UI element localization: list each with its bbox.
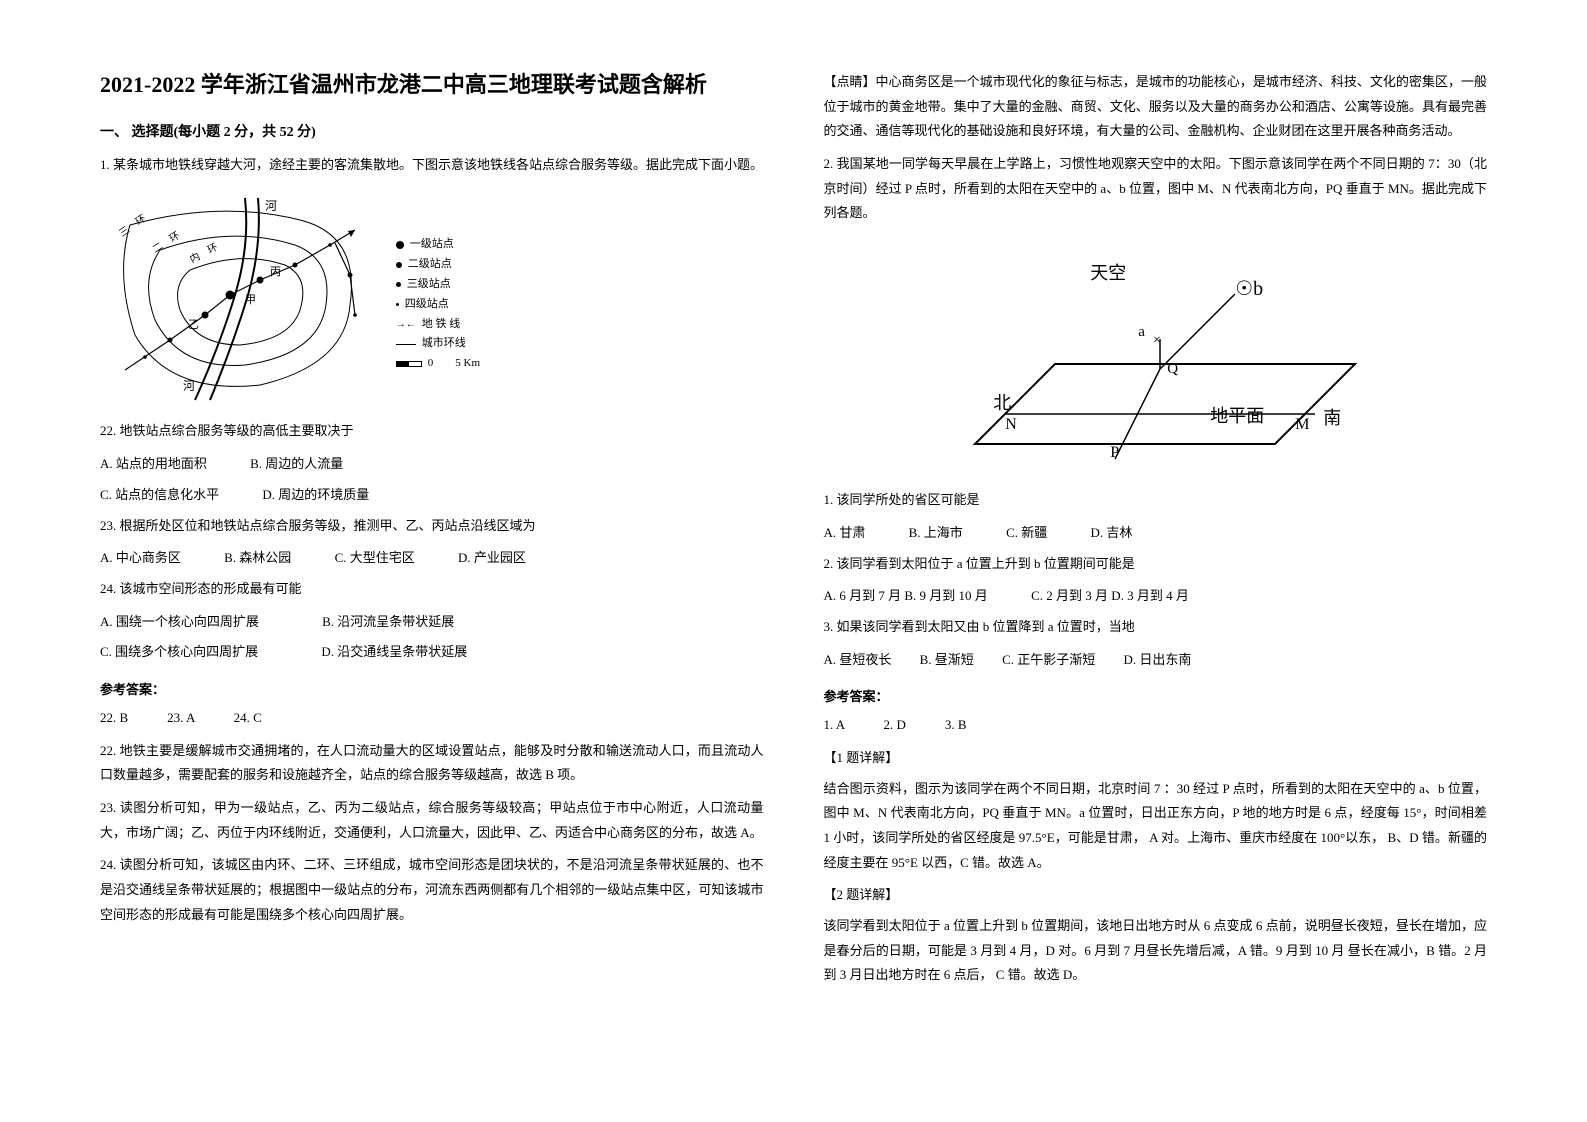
third-ring-label: 三 环 bbox=[117, 214, 148, 240]
label-bing: 丙 bbox=[270, 266, 281, 278]
section-1-header: 一、 选择题(每小题 2 分，共 52 分) bbox=[100, 121, 764, 141]
q24: 24. 该城市空间形态的形成最有可能 bbox=[100, 577, 764, 602]
label-jia: 甲 bbox=[245, 294, 256, 306]
svg-text:×: × bbox=[1153, 333, 1161, 348]
q2-3: 3. 如果该同学看到太阳又由 b 位置降到 a 位置时，当地 bbox=[824, 615, 1488, 640]
explain-22: 22. 地铁主要是缓解城市交通拥堵的，在人口流动量大的区域设置站点，能够及时分散… bbox=[100, 739, 764, 788]
q24-options-row2: C. 围绕多个核心向四周扩展 D. 沿交通线呈条带状延展 bbox=[100, 640, 764, 665]
q2-3-options: A. 昼短夜长 B. 昼渐短 C. 正午影子渐短 D. 日出东南 bbox=[824, 648, 1488, 673]
answer-header-1: 参考答案： bbox=[100, 679, 764, 698]
document-title: 2021-2022 学年浙江省温州市龙港二中高三地理联考试题含解析 bbox=[100, 70, 764, 101]
legend-l2: 二级站点 bbox=[396, 255, 480, 275]
detail2-text: 该同学看到太阳位于 a 位置上升到 b 位置期间，该地日出地方时从 6 点变成 … bbox=[824, 914, 1488, 988]
label-dipingmian: 地平面 bbox=[1210, 402, 1264, 428]
q22-c: C. 站点的信息化水平 bbox=[100, 483, 219, 508]
sun-b-icon: ☉b bbox=[1235, 276, 1263, 301]
label-yi: 乙 bbox=[188, 318, 199, 331]
q24-options-row1: A. 围绕一个核心向四周扩展 B. 沿河流呈条带状延展 bbox=[100, 610, 764, 635]
left-column: 2021-2022 学年浙江省温州市龙港二中高三地理联考试题含解析 一、 选择题… bbox=[100, 70, 764, 1052]
q23-options: A. 中心商务区 B. 森林公园 C. 大型住宅区 D. 产业园区 bbox=[100, 546, 764, 571]
q23: 23. 根据所处区位和地铁站点综合服务等级，推测甲、乙、丙站点沿线区域为 bbox=[100, 514, 764, 539]
q23-d: D. 产业园区 bbox=[458, 546, 526, 571]
q22-options-row1: A. 站点的用地面积 B. 周边的人流量 bbox=[100, 452, 764, 477]
label-q: Q bbox=[1167, 361, 1178, 378]
q2-3-d: D. 日出东南 bbox=[1123, 648, 1191, 673]
q1-intro: 1. 某条城市地铁线穿越大河，途经主要的客流集散地。下图示意该地铁线各站点综合服… bbox=[100, 153, 764, 178]
sky-tiankong: 天空 bbox=[1090, 259, 1126, 285]
q24-a: A. 围绕一个核心向四周扩展 bbox=[100, 610, 259, 635]
detail2-header: 【2 题详解】 bbox=[824, 883, 1488, 908]
q2-2-options: A. 6 月到 7 月 B. 9 月到 10 月 C. 2 月到 3 月 D. … bbox=[824, 584, 1488, 609]
q22: 22. 地铁站点综合服务等级的高低主要取决于 bbox=[100, 419, 764, 444]
q2-3-c: C. 正午影子渐短 bbox=[1002, 648, 1095, 673]
q23-a: A. 中心商务区 bbox=[100, 546, 181, 571]
q2-3-b: B. 昼渐短 bbox=[920, 648, 974, 673]
legend-l1: 一级站点 bbox=[396, 235, 480, 255]
q2-1: 1. 该同学所处的省区可能是 bbox=[824, 488, 1488, 513]
q2-1-options: A. 甘肃 B. 上海市 C. 新疆 D. 吉林 bbox=[824, 521, 1488, 546]
legend-l4: 四级站点 bbox=[396, 295, 480, 315]
q22-a: A. 站点的用地面积 bbox=[100, 452, 207, 477]
q2-1-b: B. 上海市 bbox=[909, 521, 963, 546]
label-n: N bbox=[1005, 416, 1017, 434]
legend-l5: →←地 铁 线 bbox=[396, 315, 480, 335]
legend-l3: 三级站点 bbox=[396, 275, 480, 295]
q24-c: C. 围绕多个核心向四周扩展 bbox=[100, 640, 258, 665]
legend-scale: 0 5 Km bbox=[396, 354, 480, 374]
river-label-bottom: 河 bbox=[183, 379, 195, 393]
q23-b: B. 森林公园 bbox=[224, 546, 291, 571]
answer-line-2: 1. A 2. D 3. B bbox=[824, 713, 1488, 738]
q2-2-ab: A. 6 月到 7 月 B. 9 月到 10 月 bbox=[824, 584, 988, 609]
river-label-top: 河 bbox=[265, 199, 277, 213]
sky-diagram: × 天空 ☉b a Q 地平面 北 N P M 南 bbox=[935, 244, 1375, 474]
tip-text: 【点睛】中心商务区是一个城市现代化的象征与标志，是城市的功能核心，是城市经济、科… bbox=[824, 70, 1488, 144]
second-ring-label: 二 环 bbox=[151, 231, 182, 256]
label-a: a bbox=[1138, 324, 1145, 341]
q24-d: D. 沿交通线呈条带状延展 bbox=[321, 640, 467, 665]
q23-c: C. 大型住宅区 bbox=[335, 546, 415, 571]
answer-line-1: 22. B 23. A 24. C bbox=[100, 706, 764, 731]
map-diagram: 河 河 甲 乙 丙 内 环 二 环 三 环 一级站点 二级站点 三级站点 四级站… bbox=[100, 195, 480, 405]
q22-options-row2: C. 站点的信息化水平 D. 周边的环境质量 bbox=[100, 483, 764, 508]
detail1-header: 【1 题详解】 bbox=[824, 746, 1488, 771]
q2-intro: 2. 我国某地一同学每天早晨在上学路上，习惯性地观察天空中的太阳。下图示意该同学… bbox=[824, 152, 1488, 226]
explain-24: 24. 读图分析可知，该城区由内环、二环、三环组成，城市空间形态是团块状的，不是… bbox=[100, 853, 764, 927]
q2-3-a: A. 昼短夜长 bbox=[824, 648, 892, 673]
q22-b: B. 周边的人流量 bbox=[250, 452, 343, 477]
map-legend: 一级站点 二级站点 三级站点 四级站点 →←地 铁 线 城市环线 0 5 Km bbox=[396, 235, 480, 374]
q2-2: 2. 该同学看到太阳位于 a 位置上升到 b 位置期间可能是 bbox=[824, 552, 1488, 577]
q22-d: D. 周边的环境质量 bbox=[262, 483, 369, 508]
q2-1-a: A. 甘肃 bbox=[824, 521, 866, 546]
detail1-text: 结合图示资料，图示为该同学在两个不同日期，北京时间 7 ：30 经过 P 点时，… bbox=[824, 777, 1488, 876]
legend-l6: 城市环线 bbox=[396, 334, 480, 354]
label-nan: 南 bbox=[1323, 404, 1341, 430]
label-m: M bbox=[1295, 416, 1309, 434]
q2-1-d: D. 吉林 bbox=[1090, 521, 1132, 546]
q24-b: B. 沿河流呈条带状延展 bbox=[322, 610, 454, 635]
sky-svg: × bbox=[935, 244, 1375, 474]
explain-23: 23. 读图分析可知，甲为一级站点，乙、丙为二级站点，综合服务等级较高；甲站点位… bbox=[100, 796, 764, 845]
label-p: P bbox=[1110, 444, 1119, 462]
label-bei: 北 bbox=[993, 389, 1011, 415]
answer-header-2: 参考答案： bbox=[824, 686, 1488, 705]
q2-2-cd: C. 2 月到 3 月 D. 3 月到 4 月 bbox=[1031, 584, 1189, 609]
q2-1-c: C. 新疆 bbox=[1006, 521, 1047, 546]
right-column: 【点睛】中心商务区是一个城市现代化的象征与标志，是城市的功能核心，是城市经济、科… bbox=[824, 70, 1488, 1052]
